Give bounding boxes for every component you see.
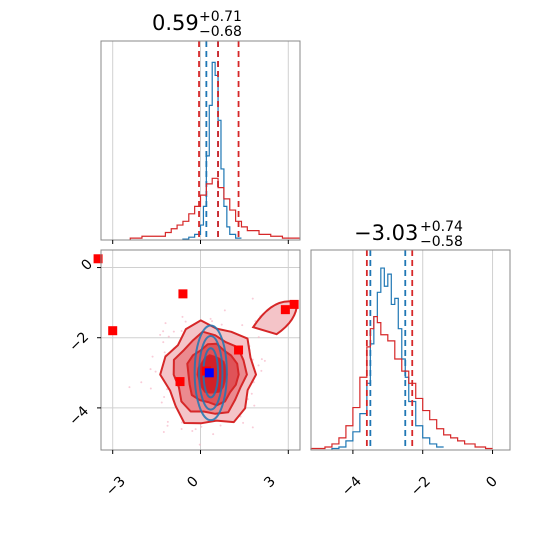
scatter-point xyxy=(223,309,226,312)
x1-hist-series-1 xyxy=(129,177,300,240)
scatter-xtick-label-1: 0 xyxy=(184,474,202,492)
scatter-point xyxy=(209,317,212,320)
scatter-point xyxy=(241,324,244,327)
scatter-point xyxy=(260,358,263,361)
scatter-point xyxy=(151,355,154,358)
scatter-point xyxy=(257,336,260,339)
blue-marker-0 xyxy=(204,368,214,378)
title-x2: −3.03 +0.74 −0.58 xyxy=(354,219,463,250)
scatter-point xyxy=(194,428,197,431)
title-x2-upper: +0.74 xyxy=(420,219,463,235)
scatter-point xyxy=(250,392,253,395)
scatter-point xyxy=(160,401,163,404)
scatter-point xyxy=(181,315,184,318)
x2-panel-frame xyxy=(310,249,511,451)
scatter-x-tick-labels: −3 0 3 xyxy=(103,474,279,500)
marginal-x2-tick-labels: −4 −2 0 xyxy=(339,473,501,499)
scatter-point xyxy=(172,330,175,333)
scatter-point xyxy=(166,420,169,423)
scatter-point xyxy=(251,297,254,300)
scatter-point xyxy=(180,427,183,430)
scatter-point xyxy=(180,421,183,424)
red-marker-4 xyxy=(289,299,299,309)
scatter-point xyxy=(212,433,215,436)
x2-xtick-label-0: −4 xyxy=(339,473,365,499)
scatter-point xyxy=(149,368,152,371)
red-marker-0 xyxy=(93,254,103,264)
scatter-point xyxy=(263,359,266,362)
scatter-point xyxy=(198,443,201,446)
red-marker-3 xyxy=(280,305,290,315)
title-x1: 0.59 +0.71 −0.68 xyxy=(152,9,242,40)
red-marker-2 xyxy=(178,289,188,299)
x2-xtick-label-2: 0 xyxy=(483,474,501,492)
panel-x1-marginal xyxy=(100,40,301,244)
scatter-point xyxy=(162,341,165,344)
scatter-point xyxy=(220,323,223,326)
red-marker-5 xyxy=(234,345,244,355)
scatter-point xyxy=(149,387,152,390)
scatter-point xyxy=(159,333,162,336)
scatter-point xyxy=(140,381,143,384)
scatter-point xyxy=(253,404,256,407)
scatter-point xyxy=(191,429,194,432)
red-marker-6 xyxy=(175,377,185,387)
scatter-point xyxy=(154,370,157,373)
title-x2-main: −3.03 xyxy=(354,221,418,245)
scatter-point xyxy=(257,364,260,367)
scatter-point xyxy=(163,351,166,354)
panel-x1-x2-contour xyxy=(93,249,301,454)
scatter-y-tick-labels: 0 −2 −4 xyxy=(66,256,96,429)
scatter-point xyxy=(180,329,183,332)
scatter-ytick-label-2: −4 xyxy=(66,403,92,429)
scatter-point xyxy=(211,320,214,323)
title-x1-main: 0.59 xyxy=(152,11,199,35)
scatter-point xyxy=(166,424,169,427)
x1-hist-series-0 xyxy=(182,61,242,240)
x2-xtick-label-1: −2 xyxy=(408,474,434,500)
scatter-point xyxy=(242,421,245,424)
scatter-point xyxy=(251,426,254,429)
scatter-point xyxy=(219,424,222,427)
title-x1-upper: +0.71 xyxy=(199,9,242,25)
scatter-point xyxy=(162,330,165,333)
scatter-point xyxy=(184,320,187,323)
scatter-point xyxy=(167,335,170,338)
x2-hist-series-0 xyxy=(331,267,444,450)
title-x2-lower: −0.58 xyxy=(420,234,463,250)
scatter-point xyxy=(162,430,165,433)
title-x1-lower: −0.68 xyxy=(199,24,242,40)
scatter-point xyxy=(163,395,166,398)
x2-hist-series-1 xyxy=(310,315,493,450)
red-marker-1 xyxy=(108,326,118,336)
panel-x2-marginal xyxy=(310,249,511,454)
scatter-point xyxy=(166,388,169,391)
scatter-point xyxy=(164,322,167,325)
scatter-ytick-label-1: −2 xyxy=(66,329,92,355)
scatter-point xyxy=(128,386,131,389)
blue-contour-0 xyxy=(193,324,228,422)
scatter-xtick-label-0: −3 xyxy=(103,474,129,500)
scatter-ytick-label-0: 0 xyxy=(78,256,96,274)
scatter-xtick-label-2: 3 xyxy=(261,474,279,492)
scatter-point xyxy=(200,425,203,428)
scatter-point xyxy=(260,369,263,372)
blue-contour-1 xyxy=(198,334,224,411)
